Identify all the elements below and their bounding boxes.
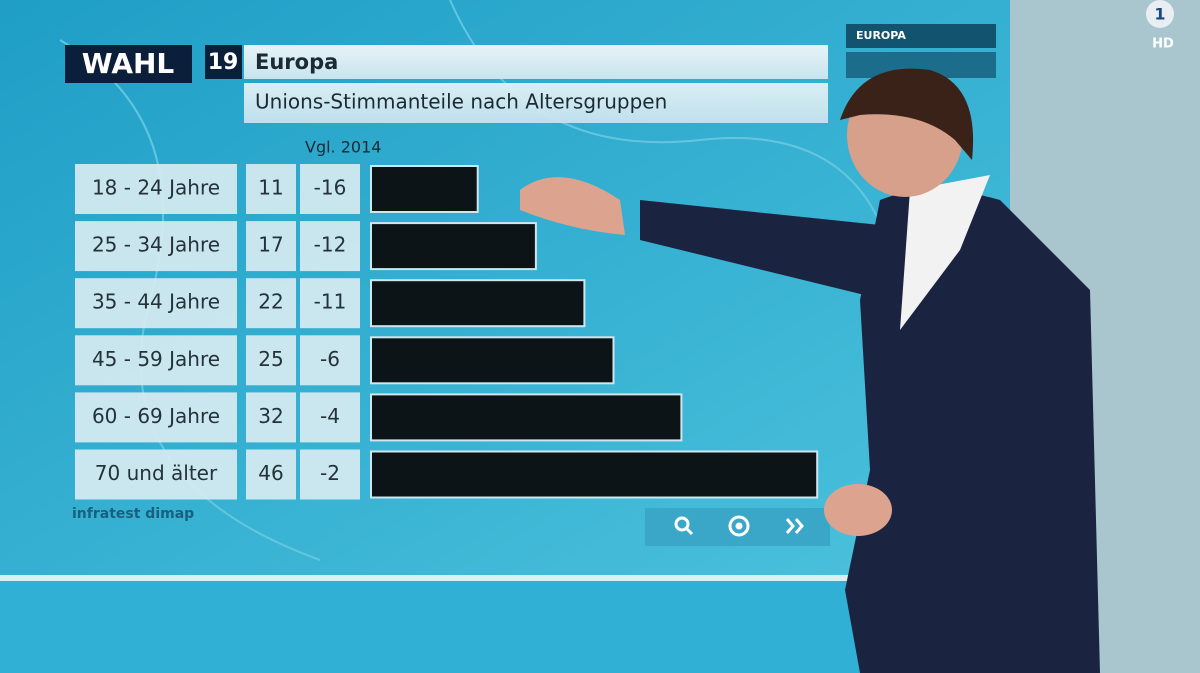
bar — [370, 393, 683, 442]
zoom-button[interactable] — [674, 516, 694, 536]
value-box — [246, 164, 296, 214]
comparison-box — [300, 278, 360, 329]
value-label: 32 — [258, 404, 283, 428]
value-label: 17 — [258, 233, 283, 257]
comparison-box — [300, 449, 360, 500]
value-box — [246, 335, 296, 386]
badge-number-box — [205, 45, 242, 79]
title-panel — [244, 45, 828, 79]
value-box — [246, 392, 296, 443]
bar — [370, 450, 819, 499]
comparison-label: -4 — [320, 404, 340, 428]
category-label: 35 - 44 Jahre — [92, 290, 220, 314]
menu-item[interactable] — [846, 24, 996, 48]
comparison-box — [300, 392, 360, 443]
value-box — [246, 221, 296, 272]
comparison-header: Vgl. 2014 — [305, 138, 381, 157]
badge: WAHL — [82, 47, 175, 80]
badge-number: 19 — [208, 50, 239, 75]
comparison-box — [300, 335, 360, 386]
value-label: 46 — [258, 461, 283, 485]
value-label: 22 — [258, 290, 283, 314]
badge-box — [65, 45, 192, 83]
value-box — [246, 278, 296, 329]
presenter — [520, 68, 1100, 673]
chart-body: 18 - 24 Jahre 11 -16 25 - 34 Jahre 17 -12 35 -… — [75, 164, 819, 500]
next-button[interactable] — [785, 518, 804, 534]
bar — [370, 336, 615, 385]
chart-subtitle: Unions-Stimmanteile nach Altersgruppen — [255, 90, 667, 114]
category-box — [75, 164, 237, 214]
comparison-label: -2 — [320, 461, 340, 485]
category-box — [75, 392, 237, 443]
category-label: 60 - 69 Jahre — [92, 404, 220, 428]
category-box — [75, 278, 237, 329]
category-box — [75, 335, 237, 386]
chart-title: Europa — [255, 50, 338, 74]
subtitle-panel — [244, 83, 828, 123]
category-box — [75, 221, 237, 272]
center-button[interactable] — [728, 515, 750, 537]
bar — [370, 279, 586, 328]
bar — [370, 165, 479, 213]
comparison-label: -11 — [314, 290, 347, 314]
display-frame — [0, 575, 1010, 581]
quality-badge: HD — [1152, 37, 1174, 52]
comparison-label: -6 — [320, 347, 340, 371]
value-box — [246, 449, 296, 500]
category-box — [75, 449, 237, 500]
source: infratest dimap — [72, 506, 194, 522]
category-label: 25 - 34 Jahre — [92, 233, 220, 257]
comparison-label: -16 — [314, 176, 347, 200]
category-label: 45 - 59 Jahre — [92, 347, 220, 371]
category-label: 70 und älter — [95, 461, 218, 485]
channel-number: 1 — [1154, 5, 1165, 24]
value-label: 25 — [258, 347, 283, 371]
value-label: 11 — [258, 176, 283, 200]
comparison-box — [300, 164, 360, 214]
comparison-label: -12 — [314, 233, 347, 257]
category-label: 18 - 24 Jahre — [92, 176, 220, 200]
channel-logo — [1146, 0, 1174, 28]
menu-label[interactable]: EUROPA — [856, 29, 906, 42]
bar — [370, 222, 537, 271]
comparison-box — [300, 221, 360, 272]
